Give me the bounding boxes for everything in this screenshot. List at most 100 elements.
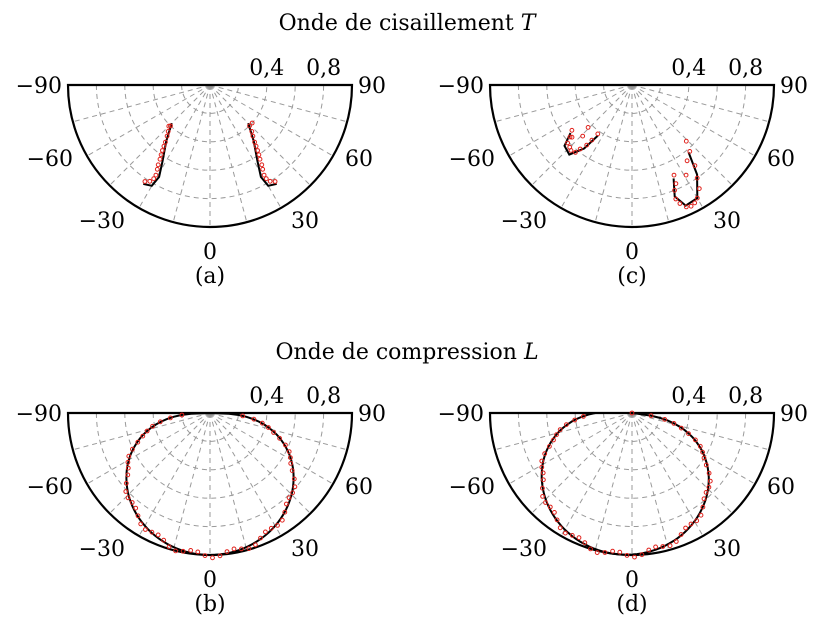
measured-point (683, 204, 689, 210)
measured-point (610, 548, 615, 554)
measured-point (286, 449, 292, 455)
measured-point (240, 413, 246, 419)
measured-point (564, 422, 569, 428)
panel-label: (c) (617, 264, 647, 289)
panel-label: (a) (195, 264, 225, 289)
measured-point (696, 186, 702, 192)
measured-point (144, 428, 150, 434)
measured-point (257, 156, 263, 162)
angle-tick-label: 60 (345, 475, 373, 500)
measured-point (258, 535, 263, 541)
measured-point (283, 442, 288, 448)
measured-point (700, 449, 705, 455)
measured-point (155, 532, 161, 538)
measured-point (251, 416, 257, 422)
measured-point (697, 443, 703, 449)
measured-point (569, 134, 575, 140)
grid-spoke (631, 84, 756, 157)
measured-point (565, 140, 570, 146)
radius-tick-label: 0,8 (728, 384, 763, 409)
measured-point (701, 455, 707, 461)
angle-tick-label: 60 (767, 475, 795, 500)
measured-point (224, 549, 230, 554)
grid-spoke (531, 412, 633, 514)
measured-point (217, 553, 223, 559)
measured-point (255, 148, 261, 153)
measured-point (143, 527, 148, 532)
grid-spoke (72, 84, 211, 123)
measured-point (660, 544, 666, 549)
grid-arc (603, 84, 661, 114)
measured-point (624, 553, 630, 558)
grid-spoke (109, 412, 211, 514)
measured-point (288, 455, 293, 461)
measured-point (157, 419, 163, 425)
grid-arc (181, 84, 239, 114)
measured-point (123, 489, 129, 494)
measured-point (678, 532, 684, 537)
measured-point (133, 505, 139, 511)
measured-point (290, 490, 296, 496)
measured-point (249, 120, 255, 126)
grid-arc (124, 84, 296, 171)
measured-point (632, 554, 637, 560)
measured-point (202, 553, 208, 558)
radius-tick-label: 0,8 (306, 56, 341, 81)
measured-point (662, 417, 668, 422)
grid-spoke (508, 412, 633, 485)
measured-point (542, 451, 548, 457)
angle-tick-label: 30 (291, 537, 319, 562)
measured-point (540, 470, 546, 476)
angle-tick-label: −60 (449, 475, 495, 500)
measured-point (166, 544, 172, 550)
angle-tick-label: 90 (358, 402, 386, 427)
measured-point (130, 446, 135, 452)
measured-point (594, 550, 600, 555)
measured-point (286, 495, 292, 501)
angle-tick-label: −90 (438, 402, 484, 427)
measured-point (688, 203, 694, 209)
grid-arc (546, 84, 718, 171)
measured-point (247, 123, 252, 129)
grid-spoke (109, 84, 211, 186)
grid-spoke (209, 84, 348, 123)
grid-spoke (209, 84, 248, 223)
measured-point (700, 504, 706, 510)
polar-chart-a: −90 −60 −30 0 30 60 90 0,4 0,8 (a) (16, 56, 386, 289)
grid-arc (603, 412, 661, 442)
measured-point (653, 544, 658, 550)
bottom-title: Onde de compression L (275, 340, 538, 365)
grid-spoke (508, 84, 633, 157)
measured-point (582, 540, 588, 546)
grid-spoke (560, 412, 633, 537)
measured-point (126, 453, 132, 459)
measured-point (259, 162, 265, 168)
grid-spoke (172, 412, 211, 551)
measured-point (686, 431, 691, 437)
measured-point (161, 143, 167, 149)
measured-point (253, 542, 258, 548)
measured-point (138, 521, 144, 527)
measured-point (253, 143, 259, 149)
grid-spoke (631, 412, 770, 451)
measured-point (231, 546, 237, 552)
angle-tick-label: 30 (291, 209, 319, 234)
measured-point (706, 470, 712, 476)
measured-point (195, 549, 201, 555)
measured-point (249, 129, 255, 134)
measured-point (692, 200, 698, 206)
measured-point (256, 152, 262, 158)
measured-point (585, 125, 591, 130)
measured-point (291, 476, 297, 482)
grid-spoke (494, 84, 633, 123)
measured-point (569, 127, 575, 133)
measured-point (707, 478, 713, 484)
measured-point (648, 413, 654, 419)
angle-tick-label: 0 (203, 568, 217, 593)
measured-point (161, 537, 167, 543)
measured-point (701, 496, 707, 502)
measured-point (588, 546, 593, 552)
measured-point (706, 484, 712, 490)
measured-point (540, 485, 545, 491)
